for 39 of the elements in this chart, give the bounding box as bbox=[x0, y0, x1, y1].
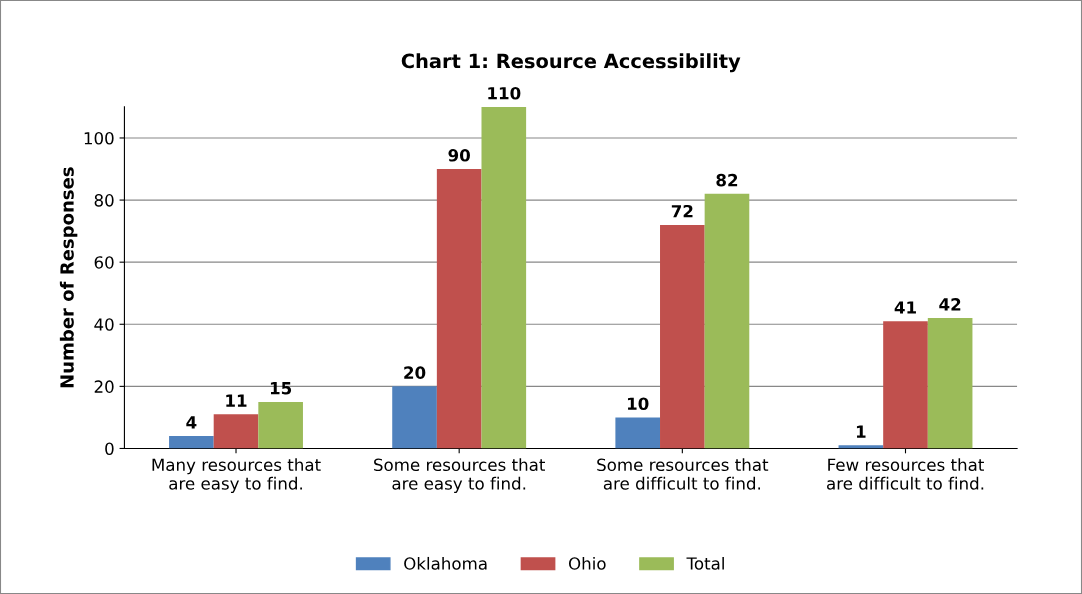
bar bbox=[436, 169, 482, 449]
legend-label: Oklahoma bbox=[404, 556, 487, 570]
y-tick-label: 20 bbox=[94, 380, 114, 393]
chart-title: Chart 1: Resource Accessibility bbox=[401, 53, 741, 73]
x-tick-label: Many resources that are easy to find. bbox=[152, 458, 321, 493]
y-tick-label: 100 bbox=[84, 131, 114, 145]
x-tick-label: Some resources that are easy to find. bbox=[374, 458, 545, 493]
bar bbox=[615, 417, 661, 449]
y-tick-label: 40 bbox=[94, 318, 114, 331]
data-label: 41 bbox=[894, 301, 916, 314]
data-label: 11 bbox=[226, 394, 247, 407]
x-tick-label: Few resources that are difficult to find. bbox=[827, 458, 984, 490]
x-tick-label: Some resources that are difficult to find. bbox=[597, 458, 769, 490]
bar bbox=[169, 436, 214, 449]
data-label: 4 bbox=[186, 416, 197, 429]
bar bbox=[927, 318, 973, 449]
data-label: 20 bbox=[404, 366, 426, 379]
data-label: 42 bbox=[939, 298, 961, 311]
y-tick-label: 60 bbox=[94, 256, 114, 269]
bar bbox=[660, 224, 705, 449]
data-label: 1 bbox=[856, 425, 866, 438]
bar bbox=[258, 401, 303, 449]
data-label: 10 bbox=[627, 397, 649, 411]
data-label: 110 bbox=[488, 86, 521, 100]
bar bbox=[213, 414, 259, 449]
y-tick-label: 80 bbox=[94, 194, 114, 207]
bar bbox=[704, 193, 750, 449]
legend-label: Total bbox=[686, 556, 724, 570]
bar bbox=[392, 386, 437, 449]
legend-label: Ohio bbox=[568, 556, 606, 570]
data-label: 82 bbox=[716, 173, 738, 187]
data-label: 15 bbox=[270, 382, 292, 395]
bar bbox=[481, 106, 527, 449]
data-label: 90 bbox=[448, 149, 470, 162]
y-axis-title: Number of Responses bbox=[59, 167, 78, 388]
bar bbox=[883, 321, 928, 449]
y-tick-label: 0 bbox=[105, 442, 114, 456]
bar bbox=[838, 445, 884, 449]
data-label: 72 bbox=[671, 204, 693, 218]
